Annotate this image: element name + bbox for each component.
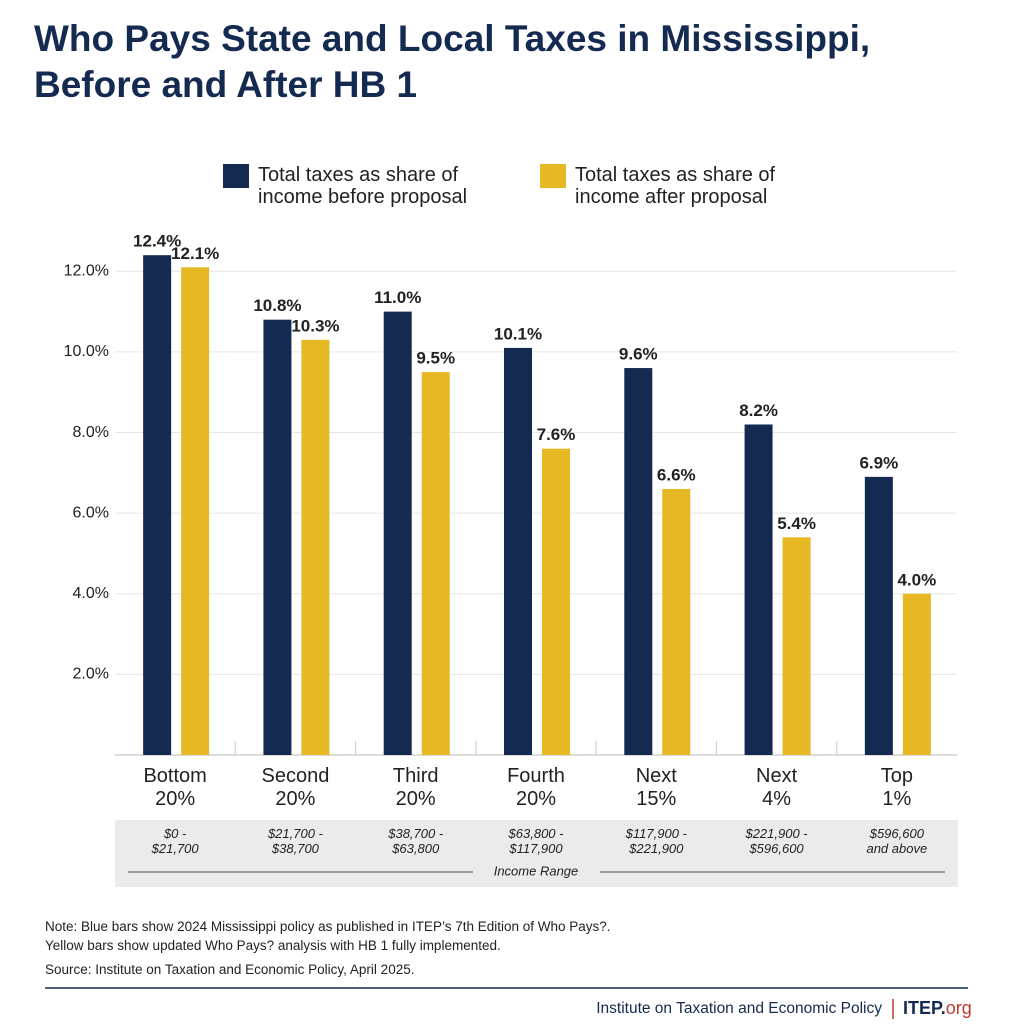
bar — [263, 319, 292, 755]
value-label: 6.9% — [859, 453, 898, 472]
x-tick-label: Bottom 20% — [143, 765, 207, 810]
legend-label: Total taxes as share of income before pr… — [258, 164, 468, 208]
value-label: 9.5% — [416, 349, 455, 368]
value-label: 5.4% — [777, 514, 816, 533]
value-label: 4.0% — [897, 570, 936, 589]
note: Note: Blue bars show 2024 Mississippi po… — [45, 919, 611, 934]
source: Source: Institute on Taxation and Econom… — [45, 962, 415, 977]
income-range: $117,900 - $221,900 — [625, 826, 687, 856]
value-label: 12.4% — [133, 232, 181, 251]
y-tick-label: 6.0% — [73, 504, 109, 521]
bar — [383, 311, 412, 755]
legend-swatch — [540, 164, 566, 188]
y-tick-label: 12.0% — [64, 263, 109, 280]
chart-title: Who Pays State and Local Taxes in Missis… — [34, 18, 871, 105]
y-tick-label: 2.0% — [73, 666, 109, 683]
y-tick-label: 10.0% — [64, 343, 109, 360]
value-label: 6.6% — [657, 465, 696, 484]
x-tick-label: Third 20% — [392, 765, 439, 810]
income-range: $63,800 - $117,900 — [508, 826, 564, 856]
bar — [421, 372, 450, 755]
bar — [782, 537, 811, 755]
income-range: $38,700 - $63,800 — [388, 826, 444, 856]
bar — [662, 488, 691, 755]
brand-name: ITEP. — [903, 998, 946, 1018]
x-tick-label: Fourth 20% — [507, 765, 565, 810]
value-label: 10.1% — [494, 324, 542, 343]
income-range: $221,900 - $596,600 — [745, 826, 808, 856]
income-range-panel — [115, 820, 958, 887]
bar — [301, 339, 330, 755]
bar — [864, 476, 893, 755]
x-axis-label: Income Range — [494, 863, 579, 878]
legend-label: Total taxes as share of income after pro… — [575, 164, 776, 208]
bar — [181, 267, 210, 755]
note: Yellow bars show updated Who Pays? analy… — [45, 938, 501, 953]
x-tick-label: Next 15% — [635, 765, 677, 810]
brand-suffix: org — [945, 998, 972, 1018]
brand: ITEP.org — [903, 998, 972, 1019]
bar — [902, 593, 931, 755]
bar — [744, 424, 773, 755]
x-tick-label: Top 1% — [880, 765, 913, 810]
income-range: $0 - $21,700 — [151, 826, 199, 856]
value-label: 10.3% — [291, 316, 339, 335]
value-label: 8.2% — [739, 401, 778, 420]
income-range: $21,700 - $38,700 — [267, 826, 323, 856]
x-tick-label: Next 4% — [756, 765, 798, 810]
value-label: 12.1% — [171, 244, 219, 263]
x-tick-label: Second 20% — [261, 765, 330, 810]
y-tick-label: 4.0% — [73, 585, 109, 602]
value-label: 9.6% — [619, 345, 658, 364]
bar — [504, 347, 532, 755]
footer: Institute on Taxation and Economic Polic… — [596, 1000, 882, 1017]
legend-swatch — [223, 164, 249, 188]
bar — [624, 368, 653, 755]
value-label: 11.0% — [374, 288, 421, 307]
value-label: 10.8% — [253, 296, 301, 315]
value-label: 7.6% — [537, 425, 576, 444]
bar — [542, 448, 570, 755]
bar — [143, 255, 172, 755]
income-range: $596,600 and above — [866, 826, 928, 856]
y-tick-label: 8.0% — [73, 424, 109, 441]
